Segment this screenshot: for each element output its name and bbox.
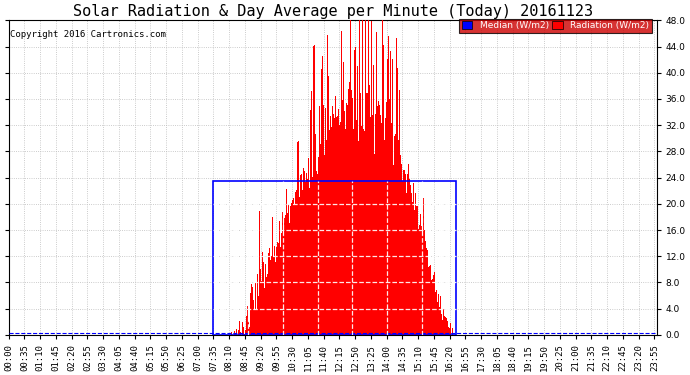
Bar bbox=[213, 181, 456, 335]
Title: Solar Radiation & Day Average per Minute (Today) 20161123: Solar Radiation & Day Average per Minute… bbox=[72, 4, 593, 19]
Text: Copyright 2016 Cartronics.com: Copyright 2016 Cartronics.com bbox=[10, 30, 166, 39]
Legend: Median (W/m2), Radiation (W/m2): Median (W/m2), Radiation (W/m2) bbox=[459, 18, 652, 33]
